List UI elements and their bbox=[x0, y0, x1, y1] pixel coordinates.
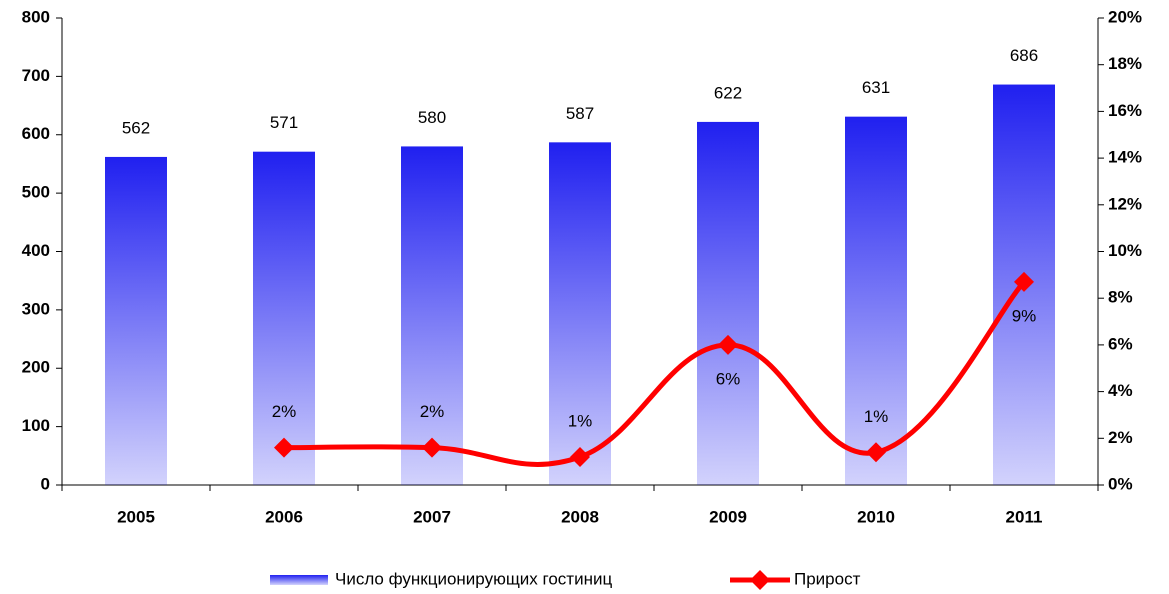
line-marker bbox=[718, 334, 738, 355]
y2-tick-label: 20% bbox=[1108, 7, 1142, 26]
y2-tick-label: 0% bbox=[1108, 474, 1133, 493]
legend-swatch bbox=[270, 575, 328, 585]
bar bbox=[697, 121, 759, 485]
bar-value-label: 686 bbox=[1010, 46, 1038, 65]
bar bbox=[401, 146, 463, 486]
y2-tick-label: 12% bbox=[1108, 194, 1142, 213]
legend-label: Число функционирующих гостиниц bbox=[335, 569, 612, 588]
line-value-label: 2% bbox=[420, 402, 445, 421]
y-tick-label: 200 bbox=[22, 358, 50, 377]
bar-value-label: 571 bbox=[270, 113, 298, 132]
y2-tick-label: 2% bbox=[1108, 428, 1133, 447]
y2-tick-label: 18% bbox=[1108, 54, 1142, 73]
bar bbox=[845, 116, 907, 485]
x-tick-label: 2005 bbox=[117, 507, 155, 526]
bar-value-label: 587 bbox=[566, 104, 594, 123]
y-tick-label: 300 bbox=[22, 299, 50, 318]
line-marker bbox=[274, 437, 294, 458]
line-value-label: 9% bbox=[1012, 306, 1037, 325]
x-tick-label: 2007 bbox=[413, 507, 451, 526]
line-marker bbox=[866, 442, 886, 463]
y2-tick-label: 4% bbox=[1108, 381, 1133, 400]
line-marker bbox=[1014, 271, 1034, 292]
line-marker bbox=[422, 437, 442, 458]
bar bbox=[105, 156, 167, 485]
y2-tick-label: 10% bbox=[1108, 241, 1142, 260]
bar-value-label: 622 bbox=[714, 83, 742, 102]
y-tick-label: 0 bbox=[41, 474, 50, 493]
x-tick-label: 2008 bbox=[561, 507, 599, 526]
line bbox=[283, 280, 1026, 467]
x-tick-label: 2010 bbox=[857, 507, 895, 526]
y-tick-label: 400 bbox=[22, 241, 50, 260]
legend-marker bbox=[750, 570, 770, 590]
y-tick-label: 800 bbox=[22, 7, 50, 26]
y2-tick-label: 6% bbox=[1108, 334, 1133, 353]
bar-value-label: 631 bbox=[862, 78, 890, 97]
line-value-label: 1% bbox=[568, 411, 593, 430]
line-marker bbox=[570, 446, 590, 467]
y-tick-label: 500 bbox=[22, 183, 50, 202]
y-tick-label: 100 bbox=[22, 416, 50, 435]
line-value-label: 2% bbox=[272, 402, 297, 421]
x-tick-label: 2011 bbox=[1006, 507, 1043, 526]
y-tick-label: 700 bbox=[22, 66, 50, 85]
y-tick-label: 600 bbox=[22, 124, 50, 143]
y2-tick-label: 16% bbox=[1108, 101, 1142, 120]
bar-value-label: 580 bbox=[418, 108, 446, 127]
y2-tick-label: 14% bbox=[1108, 148, 1142, 167]
y2-tick-label: 8% bbox=[1108, 288, 1133, 307]
x-tick-label: 2009 bbox=[709, 507, 747, 526]
bar-value-label: 562 bbox=[122, 118, 150, 137]
line-value-label: 6% bbox=[716, 369, 741, 388]
legend-label: Прирост bbox=[794, 569, 861, 588]
bar bbox=[253, 151, 315, 485]
bar bbox=[549, 142, 611, 485]
x-tick-label: 2006 bbox=[265, 507, 303, 526]
line-value-label: 1% bbox=[864, 407, 889, 426]
